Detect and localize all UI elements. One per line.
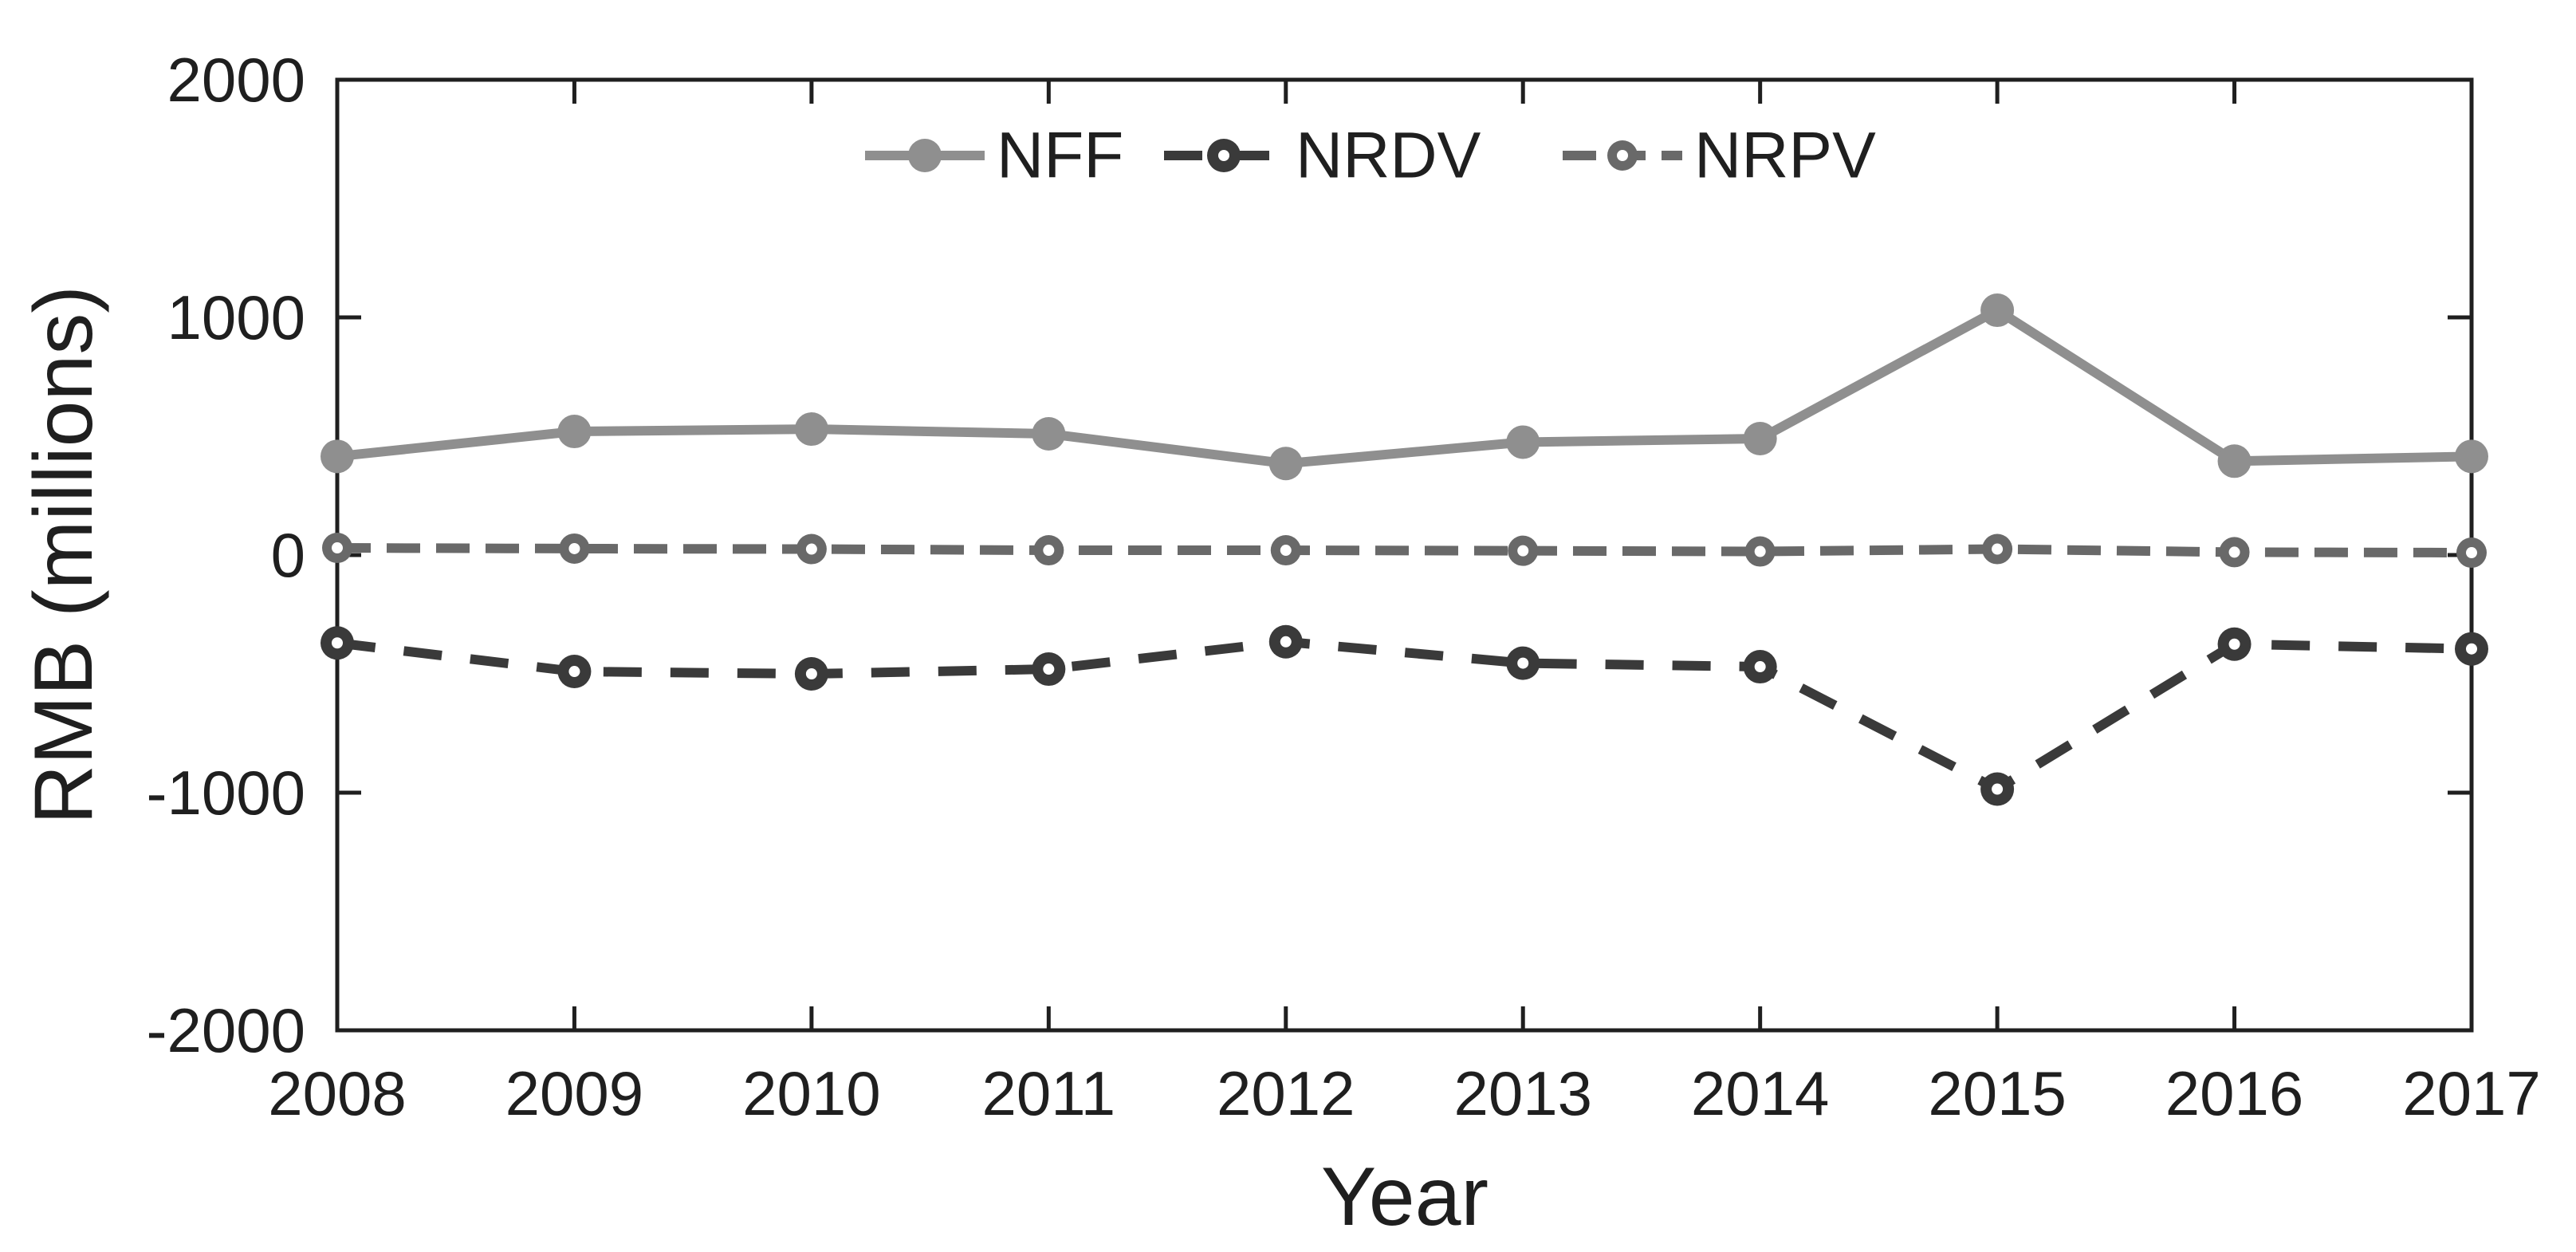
series-nff-marker (557, 415, 592, 449)
series-nrpv-marker-dot (1280, 545, 1292, 557)
x-tick-label: 2013 (1453, 1058, 1592, 1128)
series-nrdv-marker-dot (805, 668, 817, 679)
series-nrpv-marker-dot (805, 543, 817, 555)
y-tick-label: -1000 (147, 758, 306, 828)
series-nrdv-marker-dot (1517, 657, 1529, 669)
y-tick-label: 0 (271, 520, 305, 590)
x-tick-label: 2010 (742, 1058, 881, 1128)
legend-swatch-nrdv-marker-dot (1218, 150, 1229, 161)
series-nff-marker (2217, 444, 2252, 478)
series-nrdv-marker-dot (1992, 783, 2004, 795)
legend-label-nff: NFF (997, 120, 1123, 192)
series-nrdv-marker-dot (2228, 638, 2240, 650)
series-nrpv-marker-dot (1043, 545, 1055, 557)
y-tick-label: -2000 (147, 995, 306, 1065)
legend-label-nrpv: NRPV (1694, 120, 1876, 192)
x-tick-label: 2009 (505, 1058, 644, 1128)
series-nrpv-line (336, 543, 2472, 558)
series-nff-marker (1980, 293, 2015, 328)
x-tick-label: 2016 (2165, 1058, 2304, 1128)
series-nff-marker (1506, 425, 1540, 459)
series-nrpv-marker-dot (2228, 546, 2240, 558)
x-tick-label: 2012 (1217, 1058, 1355, 1128)
series-nrdv-marker-dot (1754, 661, 1766, 673)
series-nff-line (336, 305, 2472, 469)
series-nff-marker (321, 439, 354, 474)
y-tick-label: 2000 (167, 45, 305, 115)
series-nrpv-marker-dot (2466, 547, 2477, 559)
series-nff-marker (1032, 417, 1066, 451)
series-nrdv-marker-dot (1280, 636, 1292, 648)
series-nrdv-marker-dot (568, 666, 580, 678)
series-nrpv-marker-dot (1992, 543, 2004, 555)
series-nrpv-marker-dot (1517, 545, 1529, 557)
legend-swatch-nrpv-marker-dot (1617, 150, 1628, 161)
x-tick-label: 2008 (268, 1058, 407, 1128)
series-nrdv-marker-dot (332, 637, 343, 649)
x-tick-label: 2011 (981, 1058, 1115, 1128)
x-tick-label: 2017 (2402, 1058, 2541, 1128)
series-nrdv-line (336, 636, 2472, 795)
legend-label-nrdv: NRDV (1296, 120, 1481, 192)
legend-swatch-nff-marker (908, 139, 942, 172)
series-nff-marker (794, 412, 828, 447)
series-nrpv-marker-dot (1754, 545, 1766, 557)
x-axis-title: Year (1321, 1151, 1489, 1243)
x-tick-label: 2015 (1928, 1058, 2067, 1128)
x-tick-label: 2014 (1691, 1058, 1830, 1128)
series-nff-marker (1743, 421, 1777, 455)
series-nff-marker (1268, 447, 1303, 481)
series-nrdv-marker-dot (2466, 643, 2477, 655)
series-nrpv-marker-dot (568, 542, 580, 554)
y-axis-title: RMB (millions) (18, 285, 110, 825)
series-nff-marker (2455, 439, 2488, 474)
series-nrdv-marker-dot (1043, 663, 1055, 675)
y-tick-label: 1000 (167, 282, 305, 352)
series-nrpv-marker-dot (332, 542, 343, 554)
